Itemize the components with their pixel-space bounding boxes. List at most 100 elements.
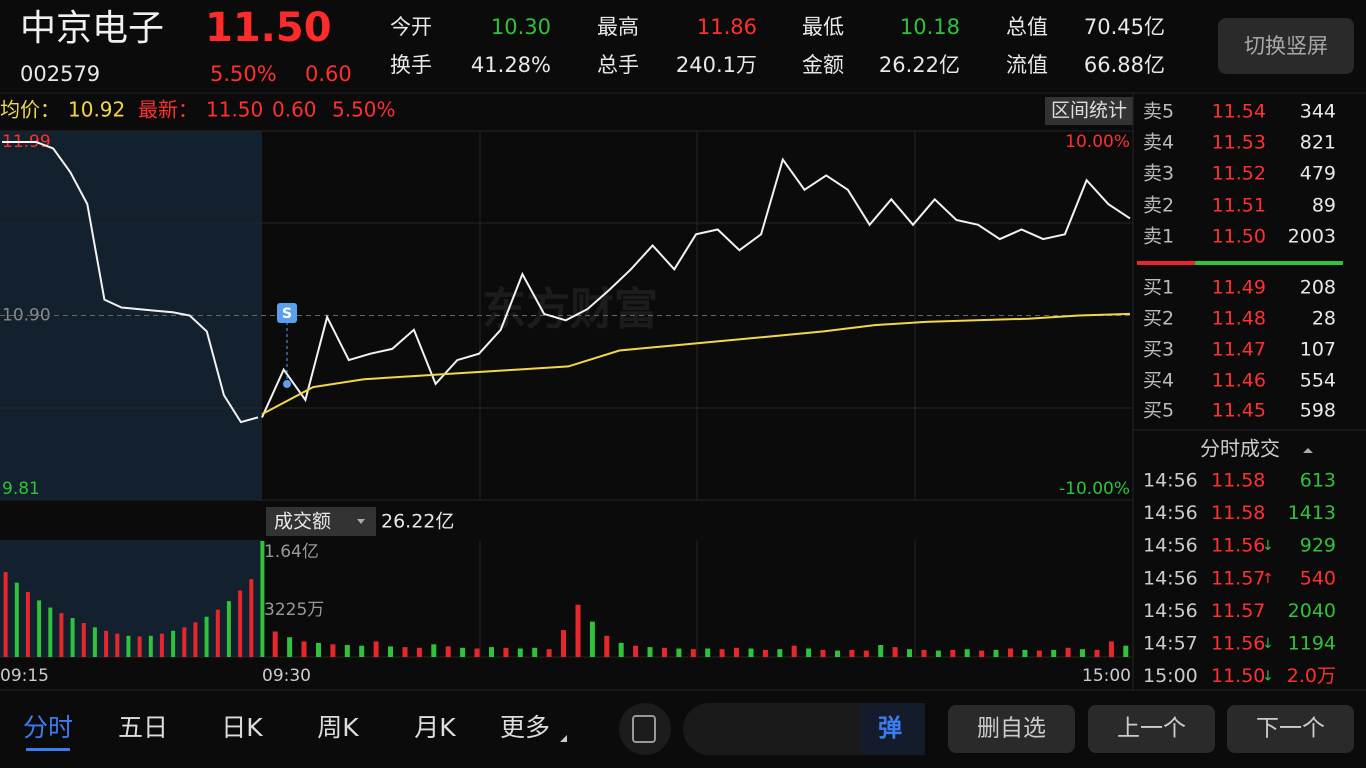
volume-selector[interactable] bbox=[266, 507, 376, 536]
volume-bar bbox=[137, 636, 142, 657]
series-line bbox=[261, 157, 1131, 418]
volume-bar bbox=[48, 607, 53, 657]
book-price: 11.53 bbox=[1212, 132, 1266, 154]
volume-bar bbox=[330, 644, 336, 657]
book-label: 买3 bbox=[1143, 339, 1174, 361]
book-label: 卖5 bbox=[1143, 101, 1174, 123]
time-label: 09:15 bbox=[0, 666, 49, 686]
trade-volume: 613 bbox=[1300, 470, 1336, 492]
volume-bar bbox=[3, 572, 8, 657]
stat-value: 10.30 bbox=[491, 15, 551, 39]
volume-bar bbox=[1008, 648, 1013, 657]
trade-time: 15:00 bbox=[1143, 665, 1198, 687]
volume-bar bbox=[503, 647, 509, 657]
tab[interactable]: 日K bbox=[221, 713, 263, 742]
marker-label[interactable]: S bbox=[282, 306, 292, 322]
volume-bar bbox=[215, 609, 220, 657]
search-badge[interactable]: 弹 bbox=[878, 714, 902, 742]
volume-bar bbox=[662, 647, 667, 657]
volume-bar bbox=[115, 633, 120, 657]
book-volume: 554 bbox=[1300, 370, 1336, 392]
stat-value: 11.86 bbox=[697, 15, 757, 39]
trade-volume: 1194 bbox=[1288, 633, 1336, 655]
volume-bar bbox=[416, 647, 422, 657]
volume-bar bbox=[1080, 649, 1085, 657]
action-button[interactable] bbox=[948, 705, 1075, 753]
latest-change-pct: 5.50% bbox=[332, 98, 396, 122]
book-price: 11.49 bbox=[1212, 277, 1266, 299]
trade-time: 14:56 bbox=[1143, 470, 1198, 492]
tab[interactable]: 更多 bbox=[500, 713, 550, 742]
tab[interactable]: 周K bbox=[317, 713, 359, 742]
volume-bar bbox=[863, 650, 869, 657]
volume-bar bbox=[126, 635, 131, 657]
tool-button[interactable] bbox=[619, 703, 671, 755]
volume-label[interactable]: 成交额 bbox=[274, 511, 331, 533]
stat-label: 总值 bbox=[1006, 15, 1048, 39]
book-price: 11.46 bbox=[1212, 370, 1266, 392]
book-volume: 107 bbox=[1300, 339, 1336, 361]
trades-title: 分时成交 bbox=[1200, 437, 1280, 461]
volume-bar bbox=[182, 627, 187, 657]
time-label: 09:30 bbox=[262, 666, 311, 686]
pct-label: -10.00% bbox=[1059, 479, 1130, 499]
tab[interactable]: 分时 bbox=[23, 713, 73, 742]
volume-bar bbox=[690, 649, 696, 657]
book-label: 卖4 bbox=[1143, 132, 1174, 154]
rotate-button-label[interactable]: 切换竖屏 bbox=[1244, 34, 1328, 58]
trade-volume: 1413 bbox=[1288, 502, 1336, 524]
volume-bar bbox=[820, 649, 826, 657]
action-button-label[interactable]: 下一个 bbox=[1256, 716, 1325, 742]
latest-change: 0.60 bbox=[272, 98, 317, 122]
more-arrow bbox=[560, 735, 567, 742]
volume-bar bbox=[359, 645, 365, 657]
stat-label: 最低 bbox=[802, 15, 844, 39]
dropdown-arrow bbox=[357, 519, 365, 524]
book-label: 买2 bbox=[1143, 308, 1174, 330]
book-volume: 89 bbox=[1312, 195, 1336, 217]
stat-label: 流值 bbox=[1006, 53, 1048, 77]
tab[interactable]: 五日 bbox=[118, 713, 168, 742]
book-price: 11.50 bbox=[1212, 226, 1266, 248]
tab[interactable]: 月K bbox=[414, 713, 456, 742]
volume-bar bbox=[70, 618, 75, 657]
range-button-label[interactable]: 区间统计 bbox=[1051, 100, 1127, 122]
stat-value: 70.45亿 bbox=[1084, 15, 1165, 39]
volume-bar bbox=[1051, 649, 1057, 657]
stat-value: 66.88亿 bbox=[1084, 53, 1165, 77]
volume-bar bbox=[272, 631, 278, 657]
volume-bar bbox=[445, 646, 451, 657]
volume-bar bbox=[344, 645, 350, 657]
trade-volume: 929 bbox=[1300, 535, 1336, 557]
rotate-button[interactable] bbox=[1218, 18, 1354, 74]
volume-bar bbox=[979, 650, 985, 657]
latest-label: 最新： bbox=[138, 98, 198, 122]
volume-bar bbox=[81, 623, 86, 657]
stat-label: 今开 bbox=[390, 15, 432, 39]
action-button[interactable] bbox=[1227, 705, 1354, 753]
latest-value: 11.50 bbox=[206, 98, 263, 122]
marker-box[interactable] bbox=[277, 303, 297, 323]
volume-bar bbox=[1065, 647, 1071, 657]
trade-time: 14:57 bbox=[1143, 633, 1198, 655]
volume-bar bbox=[892, 647, 898, 657]
volume-bar bbox=[993, 649, 999, 657]
change: 0.60 bbox=[305, 62, 352, 86]
trade-volume: 540 bbox=[1300, 567, 1336, 589]
stat-value: 41.28% bbox=[471, 53, 551, 77]
avg-value: 10.92 bbox=[68, 98, 125, 122]
action-button-label[interactable]: 上一个 bbox=[1117, 716, 1186, 742]
book-volume: 344 bbox=[1300, 101, 1336, 123]
action-button[interactable] bbox=[1088, 705, 1215, 753]
action-button-label[interactable]: 删自选 bbox=[977, 716, 1046, 742]
stock-price: 11.50 bbox=[205, 5, 332, 51]
volume-bar bbox=[249, 579, 254, 657]
volume-bar bbox=[1022, 649, 1028, 657]
volume-bar bbox=[791, 645, 797, 657]
trade-price: 11.56 bbox=[1211, 633, 1265, 655]
volume-bar bbox=[806, 648, 812, 657]
stock-code: 002579 bbox=[20, 62, 100, 86]
trade-volume: 2040 bbox=[1288, 600, 1336, 622]
volume-bar bbox=[301, 641, 307, 657]
range-button[interactable] bbox=[1045, 97, 1133, 125]
